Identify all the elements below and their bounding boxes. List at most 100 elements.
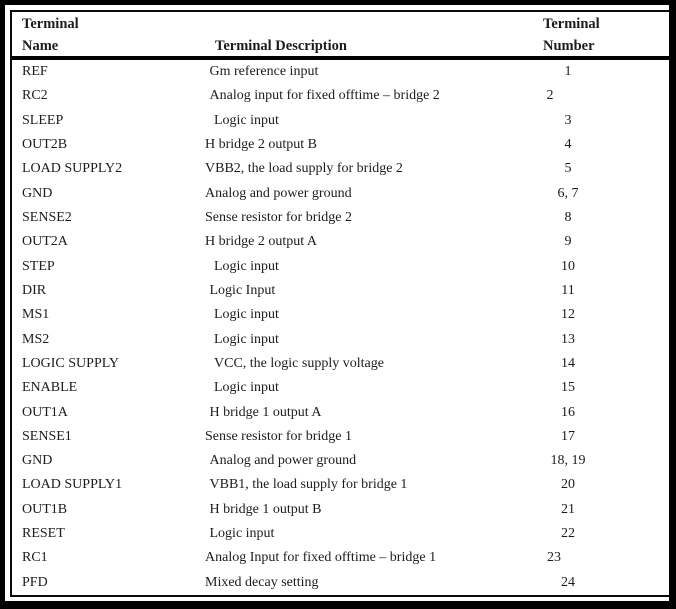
table-body: REF Gm reference input 1 RC2 Analog inpu… (12, 60, 669, 595)
terminal-name-cell: SENSE2 (22, 210, 72, 226)
header-terminal-name-line1: Terminal (22, 16, 79, 32)
terminal-number-value: 11 (561, 282, 575, 298)
terminal-description-cell: VBB2, the load supply for bridge 2 (205, 161, 403, 177)
terminal-number-cell: 5 (467, 161, 669, 177)
terminal-name-cell: GND (22, 185, 53, 201)
terminal-number-cell: 1 (467, 64, 669, 80)
terminal-name-cell: OUT1B (22, 501, 68, 517)
table-row: OUT2A H bridge 2 output A 9 (12, 230, 669, 254)
header-terminal-number: Terminal Number (467, 12, 669, 57)
terminal-number-value: 13 (561, 331, 575, 347)
table-row: PFD Mixed decay setting 24 (12, 571, 669, 595)
terminal-name-cell: OUT2B (22, 137, 68, 153)
terminal-number-cell: 17 (467, 429, 669, 445)
terminal-number-cell: 15 (467, 380, 669, 396)
terminal-description-cell: H bridge 2 output B (205, 137, 317, 153)
terminal-number-value: 1 (564, 64, 572, 80)
terminal-number-cell: 22 (467, 526, 669, 542)
terminal-number-cell: 6, 7 (467, 186, 669, 202)
header-terminal-name: Terminal Name (12, 12, 202, 57)
terminal-number-value: 5 (564, 161, 572, 177)
terminal-number-value: 9 (564, 234, 572, 250)
terminal-description-cell: Sense resistor for bridge 2 (205, 210, 352, 226)
terminal-number-value: 12 (561, 307, 575, 323)
terminal-number-value: 23 (547, 550, 561, 566)
terminal-number-value: 16 (561, 404, 575, 420)
terminal-number-cell: 11 (467, 283, 669, 299)
terminal-number-value: 6, 7 (557, 185, 579, 201)
terminal-description-cell: H bridge 2 output A (205, 234, 317, 250)
terminal-name-cell: LOGIC SUPPLY (22, 355, 120, 371)
terminal-number-value: 8 (564, 210, 572, 226)
terminal-name-cell: SENSE1 (22, 428, 72, 444)
terminal-number-cell: 23 (467, 550, 669, 566)
table-row: REF Gm reference input 1 (12, 60, 669, 84)
terminal-number-value: 4 (564, 137, 572, 153)
terminal-name-cell: RC2 (22, 88, 48, 104)
terminal-description-cell: Logic input (209, 526, 275, 542)
terminal-number-cell: 14 (467, 356, 669, 372)
terminal-number-value: 18, 19 (550, 453, 586, 469)
table-row: RESET Logic input 22 (12, 522, 669, 546)
terminal-name-cell: RESET (22, 526, 65, 542)
terminal-name-cell: PFD (22, 574, 48, 590)
table-row: SLEEP Logic input 3 (12, 109, 669, 133)
table-row: LOAD SUPPLY2 VBB2, the load supply for b… (12, 157, 669, 181)
terminal-name-cell: MS1 (22, 307, 50, 323)
terminal-number-value: 10 (561, 258, 575, 274)
terminal-number-value: 17 (561, 428, 575, 444)
terminal-number-cell: 16 (467, 405, 669, 421)
table-header-row: Terminal Name Terminal Description Termi… (12, 12, 669, 60)
terminal-name-cell: MS2 (22, 331, 50, 347)
terminal-table: Terminal Name Terminal Description Termi… (10, 10, 669, 597)
terminal-description-cell: H bridge 1 output B (209, 501, 322, 517)
table-row: RC2 Analog input for fixed offtime – bri… (12, 84, 669, 108)
table-row: SENSE1 Sense resistor for bridge 1 17 (12, 425, 669, 449)
table-row: STEP Logic input 10 (12, 255, 669, 279)
table-row: OUT1A H bridge 1 output A 16 (12, 400, 669, 424)
table-row: ENABLE Logic input 15 (12, 376, 669, 400)
terminal-name-cell: DIR (22, 282, 47, 298)
terminal-description-cell: H bridge 1 output A (209, 404, 322, 420)
terminal-number-cell: 3 (467, 113, 669, 129)
terminal-description-cell: Logic input (214, 112, 279, 128)
terminal-number-cell: 13 (467, 332, 669, 348)
header-terminal-number-line1: Terminal (543, 16, 600, 32)
header-terminal-name-line2: Name (22, 38, 59, 54)
terminal-description-cell: Analog input for fixed offtime – bridge … (209, 88, 440, 104)
terminal-description-cell: Sense resistor for bridge 1 (205, 428, 352, 444)
terminal-description-cell: Logic input (214, 307, 279, 323)
terminal-description-cell: Gm reference input (209, 64, 319, 80)
table-row: MS1 Logic input 12 (12, 303, 669, 327)
terminal-number-cell: 12 (467, 307, 669, 323)
terminal-description-cell: Analog and power ground (209, 453, 357, 469)
terminal-description-cell: VCC, the logic supply voltage (214, 355, 384, 371)
terminal-name-cell: LOAD SUPPLY1 (22, 477, 123, 493)
terminal-description-cell: Logic input (214, 331, 279, 347)
terminal-description-cell: Analog Input for fixed offtime – bridge … (205, 550, 437, 566)
terminal-name-cell: OUT1A (22, 404, 68, 420)
terminal-description-cell: Logic Input (209, 282, 276, 298)
table-row: OUT1B H bridge 1 output B 21 (12, 498, 669, 522)
terminal-name-cell: STEP (22, 258, 55, 274)
terminal-number-cell: 18, 19 (467, 453, 669, 469)
terminal-name-cell: RC1 (22, 550, 48, 566)
table-row: DIR Logic Input 11 (12, 279, 669, 303)
table-row: RC1 Analog Input for fixed offtime – bri… (12, 546, 669, 570)
terminal-number-value: 3 (564, 112, 572, 128)
table-row: MS2 Logic input 13 (12, 327, 669, 351)
terminal-name-cell: GND (22, 453, 53, 469)
terminal-name-cell: REF (22, 64, 48, 80)
terminal-number-cell: 2 (467, 88, 669, 104)
table-row: LOAD SUPPLY1 VBB1, the load supply for b… (12, 473, 669, 497)
terminal-number-value: 20 (561, 477, 575, 493)
terminal-name-cell: LOAD SUPPLY2 (22, 161, 123, 177)
header-terminal-description-label: Terminal Description (215, 38, 347, 54)
terminal-number-cell: 4 (467, 137, 669, 153)
terminal-number-cell: 20 (467, 477, 669, 493)
terminal-number-cell: 8 (467, 210, 669, 226)
table-row: SENSE2 Sense resistor for bridge 2 8 (12, 206, 669, 230)
terminal-name-cell: OUT2A (22, 234, 68, 250)
table-row: OUT2B H bridge 2 output B 4 (12, 133, 669, 157)
